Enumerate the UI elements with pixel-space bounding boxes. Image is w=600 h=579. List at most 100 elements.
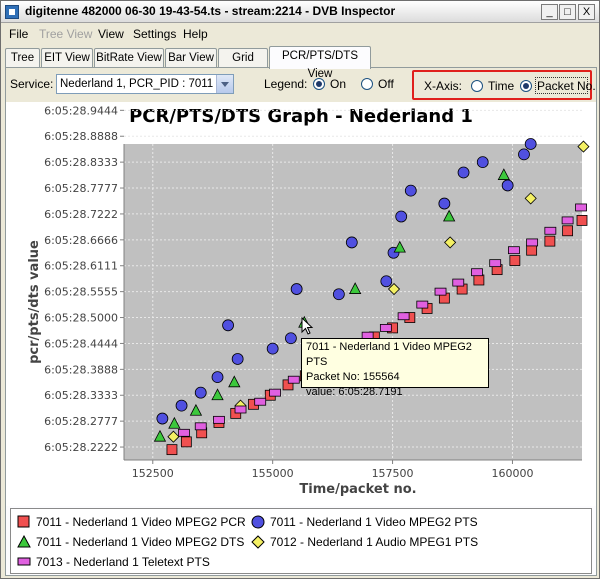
menu-view[interactable]: View xyxy=(98,27,124,41)
x-axis-packet-radio[interactable] xyxy=(520,80,532,92)
video-dts-point xyxy=(348,282,362,294)
service-select-value: Nederland 1, PCR_PID : 7011 xyxy=(60,78,214,90)
pcr-point xyxy=(166,444,178,456)
x-axis-time-label[interactable]: Time xyxy=(488,79,515,93)
pcr-pts-dts-chart[interactable]: PCR/PTS/DTS Graph - Nederland 1 6:05:28.… xyxy=(6,102,596,506)
y-tick-label: 6:05:28.2777 xyxy=(44,415,118,428)
tab-grid-view[interactable]: Grid View xyxy=(218,48,268,82)
y-tick-label: 6:05:28.3888 xyxy=(44,363,118,376)
pcr-view-panel: Service: Nederland 1, PCR_PID : 7011 Leg… xyxy=(5,67,597,576)
tooltip-value: value: 6:05:28.7191 xyxy=(306,386,403,398)
menu-file[interactable]: File xyxy=(9,27,29,41)
legend-item-label: 7011 - Nederland 1 Video MPEG2 PCR xyxy=(36,515,246,529)
legend-item-video-pts: 7011 - Nederland 1 Video MPEG2 PTS xyxy=(251,515,478,529)
teletext-pts-point xyxy=(178,428,190,437)
teletext-pts-point xyxy=(269,388,281,397)
y-tick-label: 6:05:28.5000 xyxy=(44,312,118,325)
axis-ticks: 6:05:28.2222 6:05:28.2777 6:05:28.3333 6:05… xyxy=(44,104,533,480)
y-tick-label: 6:05:28.2222 xyxy=(44,441,118,454)
service-label: Service: xyxy=(10,77,54,91)
tab-bar-view[interactable]: Bar View xyxy=(165,48,217,68)
menu-help[interactable]: Help xyxy=(183,27,208,41)
video-pts-point xyxy=(290,283,303,295)
y-tick-label: 6:05:28.9444 xyxy=(44,104,118,117)
video-pts-point xyxy=(501,179,514,192)
y-axis-title: pcr/pts/dts value xyxy=(27,240,42,364)
view-toolbar: Service: Nederland 1, PCR_PID : 7011 Leg… xyxy=(6,68,596,102)
teletext-pts-point xyxy=(489,259,502,268)
y-tick-label: 6:05:28.3333 xyxy=(44,389,118,402)
video-dts-point xyxy=(393,240,406,253)
window-title: digitenne 482000 06-30 19-43-54.ts - str… xyxy=(25,4,396,18)
green-triangle-icon xyxy=(17,535,31,548)
video-dts-point xyxy=(228,375,241,388)
menu-settings[interactable]: Settings xyxy=(133,27,177,41)
tab-pcr-pts-dts-view[interactable]: PCR/PTS/DTS View xyxy=(269,46,371,80)
legend-item-teletext-pts: 7013 - Nederland 1 Teletext PTS xyxy=(17,555,210,569)
legend-off-label[interactable]: Off xyxy=(378,77,394,91)
menu-tree-view[interactable]: Tree View xyxy=(39,27,93,41)
x-axis-packet-label[interactable]: Packet No. xyxy=(537,79,596,93)
audio-pts-point xyxy=(577,140,590,153)
video-pts-point xyxy=(395,210,408,223)
video-pts-point xyxy=(222,319,234,332)
teletext-pts-point xyxy=(434,287,447,296)
minimize-button[interactable]: _ xyxy=(541,4,558,20)
x-axis-time-radio[interactable] xyxy=(471,80,483,92)
title-bar[interactable]: digitenne 482000 06-30 19-43-54.ts - str… xyxy=(1,1,599,23)
pcr-point xyxy=(473,274,485,286)
legend-on-label[interactable]: On xyxy=(330,77,347,91)
audio-pts-point xyxy=(167,430,180,443)
legend-on-radio[interactable] xyxy=(313,78,325,90)
video-pts-point xyxy=(156,412,169,425)
legend-item-pcr: 7011 - Nederland 1 Video MPEG2 PCR xyxy=(17,515,246,529)
plot-background[interactable] xyxy=(124,144,582,460)
video-pts-point xyxy=(231,353,244,365)
legend-off-radio[interactable] xyxy=(361,78,373,90)
close-button[interactable]: X xyxy=(578,4,595,20)
pcr-point xyxy=(509,255,521,266)
x-axis-label: X-Axis: xyxy=(424,79,463,93)
red-square-icon xyxy=(17,515,30,528)
legend-item-label: 7011 - Nederland 1 Video MPEG2 DTS xyxy=(36,535,245,549)
pcr-point xyxy=(576,215,588,226)
chevron-down-icon[interactable] xyxy=(216,75,233,93)
audio-pts-point xyxy=(444,236,457,249)
legend-item-video-dts: 7011 - Nederland 1 Video MPEG2 DTS xyxy=(17,535,244,549)
teletext-pts-point xyxy=(416,300,429,309)
legend-label: Legend: xyxy=(264,77,308,91)
pcr-point xyxy=(526,244,538,256)
video-pts-point xyxy=(211,371,224,384)
service-select[interactable]: Nederland 1, PCR_PID : 7011 xyxy=(56,74,234,94)
teletext-pts-point xyxy=(379,324,392,332)
teletext-pts-point xyxy=(561,216,574,225)
video-pts-point xyxy=(524,138,537,150)
teletext-pts-point xyxy=(471,268,483,277)
teletext-pts-point xyxy=(213,415,225,424)
x-axis-title: Time/packet no. xyxy=(299,482,416,497)
video-pts-point xyxy=(518,148,530,161)
x-tick-label: 152500 xyxy=(132,467,174,480)
tab-eit-view[interactable]: EIT View xyxy=(41,48,93,68)
teletext-pts-point xyxy=(234,405,247,414)
magenta-rect-icon xyxy=(17,557,31,566)
y-tick-label: 6:05:28.4444 xyxy=(44,337,118,350)
legend-item-audio-pts: 7012 - Nederland 1 Audio MPEG1 PTS xyxy=(251,535,478,549)
maximize-button[interactable]: □ xyxy=(559,4,576,20)
y-tick-label: 6:05:28.7222 xyxy=(44,208,118,221)
audio-pts-point xyxy=(387,282,401,296)
video-pts-point xyxy=(380,275,393,288)
video-dts-point xyxy=(211,388,224,401)
video-pts-point xyxy=(457,166,470,179)
blue-circle-icon xyxy=(251,515,265,529)
tab-tree[interactable]: Tree xyxy=(5,48,40,68)
tooltip-packet: Packet No: 155564 xyxy=(306,371,400,383)
pcr-point xyxy=(544,235,556,247)
x-tick-label: 160000 xyxy=(491,467,533,480)
data-point-tooltip: 7011 - Nederland 1 Video MPEG2 PTS Packe… xyxy=(301,338,489,398)
video-dts-point xyxy=(168,416,181,429)
chart-container: PCR/PTS/DTS Graph - Nederland 1 6:05:28.… xyxy=(6,102,596,506)
pcr-point xyxy=(180,436,192,448)
tab-bitrate-view[interactable]: BitRate View xyxy=(94,48,164,68)
